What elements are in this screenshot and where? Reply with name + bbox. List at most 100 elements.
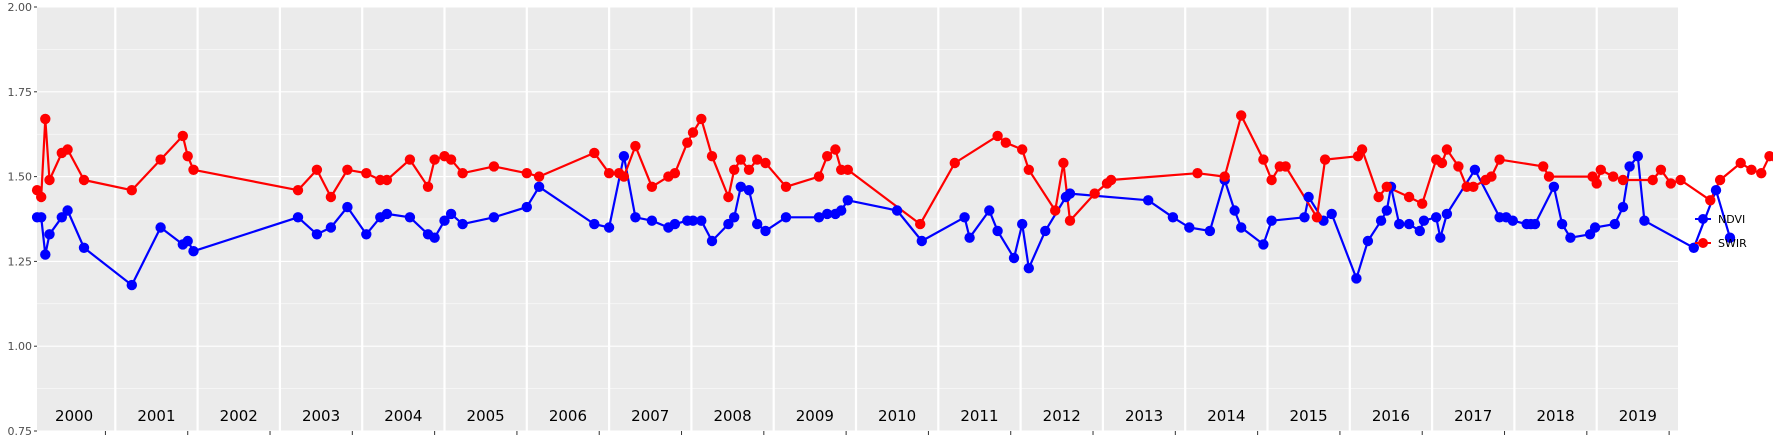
year-label: 2012 — [1043, 407, 1081, 425]
data-point-swir — [62, 144, 73, 155]
data-point-ndvi — [752, 218, 763, 230]
legend-label-ndvi: NDVI — [1718, 213, 1745, 226]
data-point-ndvi — [1529, 218, 1541, 230]
data-point-ndvi — [706, 235, 718, 247]
data-point-ndvi — [1008, 252, 1020, 264]
legend-key-swir-marker — [1698, 238, 1708, 248]
data-point-ndvi — [78, 242, 90, 253]
data-point-ndvi — [646, 215, 658, 226]
data-point-ndvi — [1167, 212, 1179, 223]
data-point-ndvi — [1556, 218, 1568, 230]
data-point-swir — [1417, 198, 1428, 209]
data-point-ndvi — [842, 195, 853, 206]
data-point-swir — [1764, 151, 1773, 162]
data-point-ndvi — [292, 212, 304, 223]
data-point-ndvi — [760, 225, 771, 237]
data-point-ndvi — [188, 246, 199, 257]
data-point-ndvi — [603, 222, 615, 233]
data-point-swir — [488, 161, 500, 172]
data-point-ndvi — [669, 218, 681, 230]
data-point-ndvi — [589, 218, 600, 230]
y-tick-label: 1.00 — [8, 340, 33, 353]
data-point-ndvi — [743, 185, 755, 196]
data-point-swir — [752, 154, 763, 165]
data-point-ndvi — [361, 229, 372, 240]
data-point-swir — [1647, 174, 1658, 186]
legend-label-swir: SWIR — [1718, 237, 1747, 250]
data-point-ndvi — [1435, 232, 1446, 243]
data-point-ndvi — [1351, 273, 1362, 284]
y-tick-label: 1.75 — [8, 86, 33, 99]
data-point-swir — [445, 154, 457, 165]
y-tick-label: 0.75 — [8, 425, 33, 438]
data-point-swir — [646, 181, 658, 192]
data-point-swir — [44, 174, 55, 186]
data-point-swir — [1705, 195, 1716, 206]
data-point-ndvi — [1266, 215, 1277, 226]
data-point-ndvi — [1431, 212, 1442, 223]
data-point-swir — [760, 157, 771, 169]
data-point-ndvi — [533, 181, 545, 192]
year-label: 2009 — [796, 407, 834, 425]
y-tick-label: 1.25 — [8, 255, 33, 268]
year-label: 2010 — [878, 407, 916, 425]
data-point-swir — [1017, 144, 1028, 155]
data-point-swir — [842, 164, 853, 175]
year-label: 2003 — [302, 407, 340, 425]
data-point-swir — [1236, 110, 1247, 121]
data-point-swir — [813, 171, 825, 182]
data-point-swir — [188, 164, 199, 175]
data-point-swir — [1319, 154, 1331, 165]
data-point-swir — [311, 164, 323, 175]
data-point-ndvi — [813, 212, 825, 223]
data-point-swir — [630, 140, 641, 152]
data-point-swir — [1436, 157, 1448, 169]
data-point-swir — [1486, 171, 1497, 182]
data-point-ndvi — [1617, 201, 1629, 213]
year-label: 2005 — [467, 407, 505, 425]
year-facet-labels: 2000 2001 2002 2003 2004 2005 2006 2007 2008 2009… — [55, 407, 1670, 435]
data-point-ndvi — [836, 205, 847, 216]
data-point-swir — [1468, 181, 1479, 192]
data-point-swir — [589, 147, 600, 159]
data-point-ndvi — [1589, 222, 1601, 233]
data-point-ndvi — [630, 212, 641, 223]
data-point-ndvi — [1204, 225, 1216, 237]
data-point-ndvi — [964, 232, 975, 243]
data-point-ndvi — [1299, 212, 1310, 223]
data-point-swir — [1591, 178, 1602, 189]
data-point-swir — [1441, 144, 1453, 155]
year-label: 2007 — [631, 407, 669, 425]
data-point-swir — [325, 191, 337, 203]
data-point-swir — [1453, 161, 1464, 172]
data-point-swir — [177, 130, 188, 142]
data-point-swir — [533, 171, 545, 182]
data-point-ndvi — [1381, 205, 1393, 216]
data-point-swir — [1266, 174, 1277, 186]
data-point-ndvi — [992, 225, 1003, 237]
data-point-ndvi — [1303, 191, 1314, 203]
data-point-swir — [1381, 181, 1393, 192]
data-point-swir — [1756, 168, 1767, 179]
data-point-ndvi — [182, 235, 193, 247]
data-point-swir — [1089, 188, 1100, 199]
year-label: 2006 — [549, 407, 587, 425]
year-label: 2018 — [1536, 407, 1574, 425]
data-point-ndvi — [729, 212, 740, 223]
data-point-swir — [1494, 154, 1505, 165]
data-point-ndvi — [155, 222, 166, 233]
year-label: 2008 — [713, 407, 751, 425]
data-point-ndvi — [687, 215, 699, 226]
data-point-swir — [521, 168, 532, 179]
data-point-ndvi — [780, 212, 792, 223]
data-point-swir — [723, 191, 734, 203]
data-point-ndvi — [984, 205, 995, 216]
data-point-ndvi — [381, 208, 393, 220]
data-point-ndvi — [891, 205, 903, 216]
data-point-ndvi — [618, 151, 630, 162]
data-point-ndvi — [1362, 235, 1374, 247]
data-point-swir — [1219, 171, 1230, 182]
data-point-swir — [822, 151, 833, 162]
data-point-ndvi — [1507, 215, 1519, 226]
